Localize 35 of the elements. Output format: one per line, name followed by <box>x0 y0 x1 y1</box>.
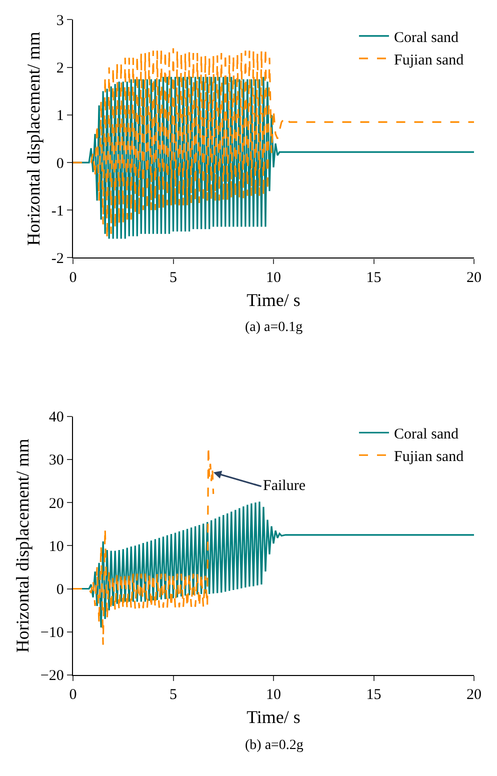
x-tick-label: 10 <box>266 687 281 704</box>
y-tick-label: 40 <box>48 410 64 426</box>
x-tick-label: 20 <box>466 687 482 704</box>
y-axis-title: Horizontal displacement/ mm <box>12 438 33 653</box>
y-tick-label: −10 <box>40 625 64 642</box>
annotation: Failure <box>263 478 306 494</box>
text: (a) a=0.1g <box>245 320 303 335</box>
x-tick-label: 15 <box>366 687 382 704</box>
line-series <box>73 47 474 240</box>
x-tick-label: 5 <box>170 687 177 704</box>
x-tick-label: 20 <box>466 270 482 286</box>
x-tick-label: 10 <box>266 270 281 286</box>
y-tick-label: -2 <box>51 250 64 267</box>
legend-label: Fujian sand <box>394 448 464 465</box>
x-tick-label: 0 <box>69 687 77 704</box>
y-tick-label: −20 <box>40 668 64 684</box>
legend-label: Coral sand <box>394 30 460 46</box>
text: (b) a=0.2g <box>245 738 304 753</box>
x-axis-title: Time/ s <box>246 707 300 728</box>
x-axis-title: Time/ s <box>246 290 300 310</box>
y-tick-label: 2 <box>56 60 64 77</box>
y-tick-label: 30 <box>48 452 64 469</box>
y-tick-label: -1 <box>51 203 64 220</box>
y-tick-label: 3 <box>56 12 64 29</box>
y-tick-label: 10 <box>48 538 64 555</box>
legend-label: Coral sand <box>394 426 460 442</box>
x-tick-label: 5 <box>170 270 177 286</box>
y-tick-label: 0 <box>56 156 64 172</box>
y-tick-label: 0 <box>56 582 64 598</box>
x-tick-label: 0 <box>69 270 77 286</box>
y-tick-label: 1 <box>56 108 64 124</box>
legend-label: Fujian sand <box>394 52 464 68</box>
y-axis-title: Horizontal displacement/ mm <box>24 32 44 246</box>
y-tick-label: 20 <box>48 496 64 512</box>
x-tick-label: 15 <box>366 270 382 286</box>
